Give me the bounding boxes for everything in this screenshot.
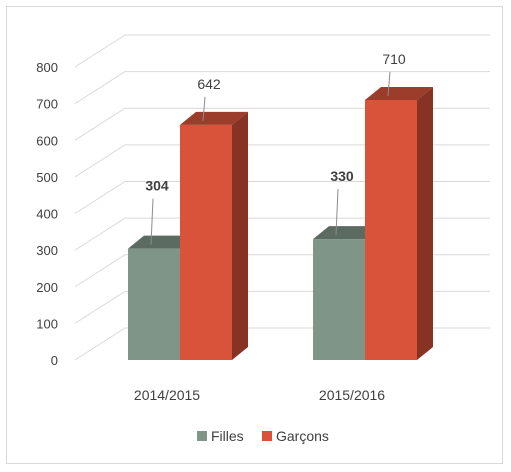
gridline [74, 71, 490, 105]
bar-filles-1 [128, 248, 180, 360]
data-label: 642 [197, 76, 221, 92]
bar-top-face [313, 226, 381, 240]
bar-garçons-2 [365, 99, 417, 361]
y-tick-label: 600 [36, 133, 58, 148]
bar-side-face [232, 111, 248, 361]
y-tick-label: 100 [36, 316, 58, 331]
data-labels: 304 642 330 710 [145, 51, 406, 245]
y-tick-label: 200 [36, 280, 58, 295]
y-tick-label: 800 [36, 60, 58, 75]
leader-line [335, 189, 339, 236]
x-category-label: 2014/2015 [134, 387, 200, 403]
bar-filles-2 [313, 239, 365, 360]
bars [128, 86, 433, 361]
y-tick-label: 700 [36, 97, 58, 112]
x-axis-categories: 2014/2015 2015/2016 [134, 387, 385, 403]
y-tick-label: 300 [36, 243, 58, 258]
y-axis-ticks: 0 100 200 300 400 500 600 700 800 [36, 60, 58, 368]
legend-swatch-filles [197, 431, 207, 441]
y-tick-label: 0 [51, 353, 58, 368]
legend-label: Garçons [276, 428, 329, 444]
legend-label: Filles [211, 428, 244, 444]
bar-garçons-1 [180, 124, 232, 361]
legend: Filles Garçons [197, 428, 329, 444]
x-category-label: 2015/2016 [319, 387, 385, 403]
leader-line [202, 96, 206, 121]
y-tick-label: 500 [36, 170, 58, 185]
legend-swatch-garçons [262, 431, 272, 441]
data-label: 710 [382, 51, 406, 67]
bar-top-face [128, 235, 196, 249]
bar-top-face [180, 111, 248, 125]
leader-line [150, 198, 154, 245]
leader-line [387, 71, 391, 97]
data-label: 304 [145, 178, 169, 194]
bar-side-face [417, 86, 433, 361]
y-tick-label: 400 [36, 207, 58, 222]
bar-top-face [365, 86, 433, 100]
data-label: 330 [330, 168, 354, 184]
gridline [74, 34, 490, 68]
